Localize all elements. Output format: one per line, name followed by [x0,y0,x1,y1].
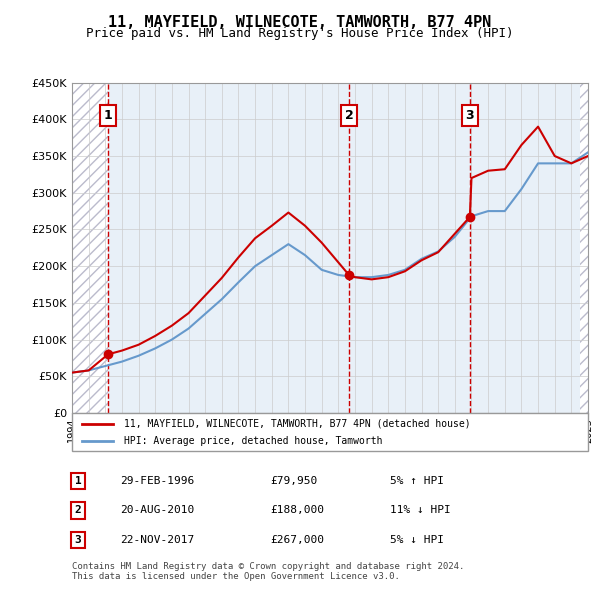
Text: £188,000: £188,000 [270,506,324,515]
Text: 5% ↓ HPI: 5% ↓ HPI [390,535,444,545]
Text: £79,950: £79,950 [270,476,317,486]
Text: Price paid vs. HM Land Registry's House Price Index (HPI): Price paid vs. HM Land Registry's House … [86,27,514,40]
Text: Contains HM Land Registry data © Crown copyright and database right 2024.
This d: Contains HM Land Registry data © Crown c… [72,562,464,581]
Bar [580,83,588,413]
Text: 11% ↓ HPI: 11% ↓ HPI [390,506,451,515]
Bar [72,83,108,413]
Text: 1: 1 [104,109,112,122]
Text: 3: 3 [466,109,474,122]
Text: 29-FEB-1996: 29-FEB-1996 [120,476,194,486]
Text: 5% ↑ HPI: 5% ↑ HPI [390,476,444,486]
Text: 3: 3 [74,535,82,545]
Text: 2: 2 [344,109,353,122]
Text: 11, MAYFIELD, WILNECOTE, TAMWORTH, B77 4PN: 11, MAYFIELD, WILNECOTE, TAMWORTH, B77 4… [109,15,491,30]
Text: 1: 1 [74,476,82,486]
Text: HPI: Average price, detached house, Tamworth: HPI: Average price, detached house, Tamw… [124,435,382,445]
FancyBboxPatch shape [72,413,588,451]
Text: 2: 2 [74,506,82,515]
Text: 22-NOV-2017: 22-NOV-2017 [120,535,194,545]
Text: 20-AUG-2010: 20-AUG-2010 [120,506,194,515]
Text: £267,000: £267,000 [270,535,324,545]
Text: 11, MAYFIELD, WILNECOTE, TAMWORTH, B77 4PN (detached house): 11, MAYFIELD, WILNECOTE, TAMWORTH, B77 4… [124,419,470,429]
